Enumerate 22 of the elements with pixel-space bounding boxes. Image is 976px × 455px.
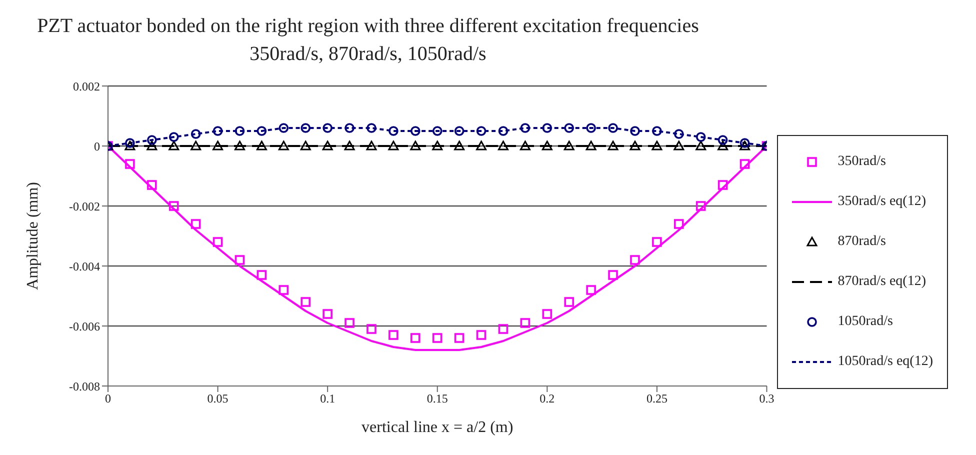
x-tick-label: 0.3: [759, 392, 774, 406]
y-tick-label: -0.004: [69, 259, 100, 274]
legend-label: 1050rad/s eq(12): [838, 354, 933, 370]
legend-label: 350rad/s eq(12): [838, 194, 926, 210]
x-tick-label: 0.15: [426, 392, 448, 406]
x-tick-label: 0.2: [540, 392, 555, 406]
chart-title: PZT actuator bonded on the right region with three different excitation frequencies 350rad/s, 870rad/s, 1050rad/s: [36, 14, 700, 67]
legend-label: 870rad/s: [838, 234, 886, 250]
x-tick-label: 0: [105, 392, 111, 406]
x-tick-label: 0.05: [207, 392, 228, 406]
legend-label: 870rad/s eq(12): [838, 274, 926, 290]
y-axis-title: Amplitude (mm): [24, 182, 42, 290]
x-tick-label: 0.1: [320, 392, 336, 406]
x-tick-label: 0.25: [646, 392, 668, 406]
x-axis-title: vertical line x = a/2 (m): [362, 419, 514, 436]
y-tick-label: 0: [94, 139, 100, 154]
y-tick-label: -0.008: [69, 379, 100, 394]
y-tick-label: -0.006: [69, 319, 100, 334]
legend-label: 1050rad/s: [838, 314, 893, 330]
y-tick-label: -0.002: [69, 199, 100, 214]
y-tick-label: 0.002: [73, 79, 100, 94]
legend-label: 350rad/s: [838, 154, 886, 170]
